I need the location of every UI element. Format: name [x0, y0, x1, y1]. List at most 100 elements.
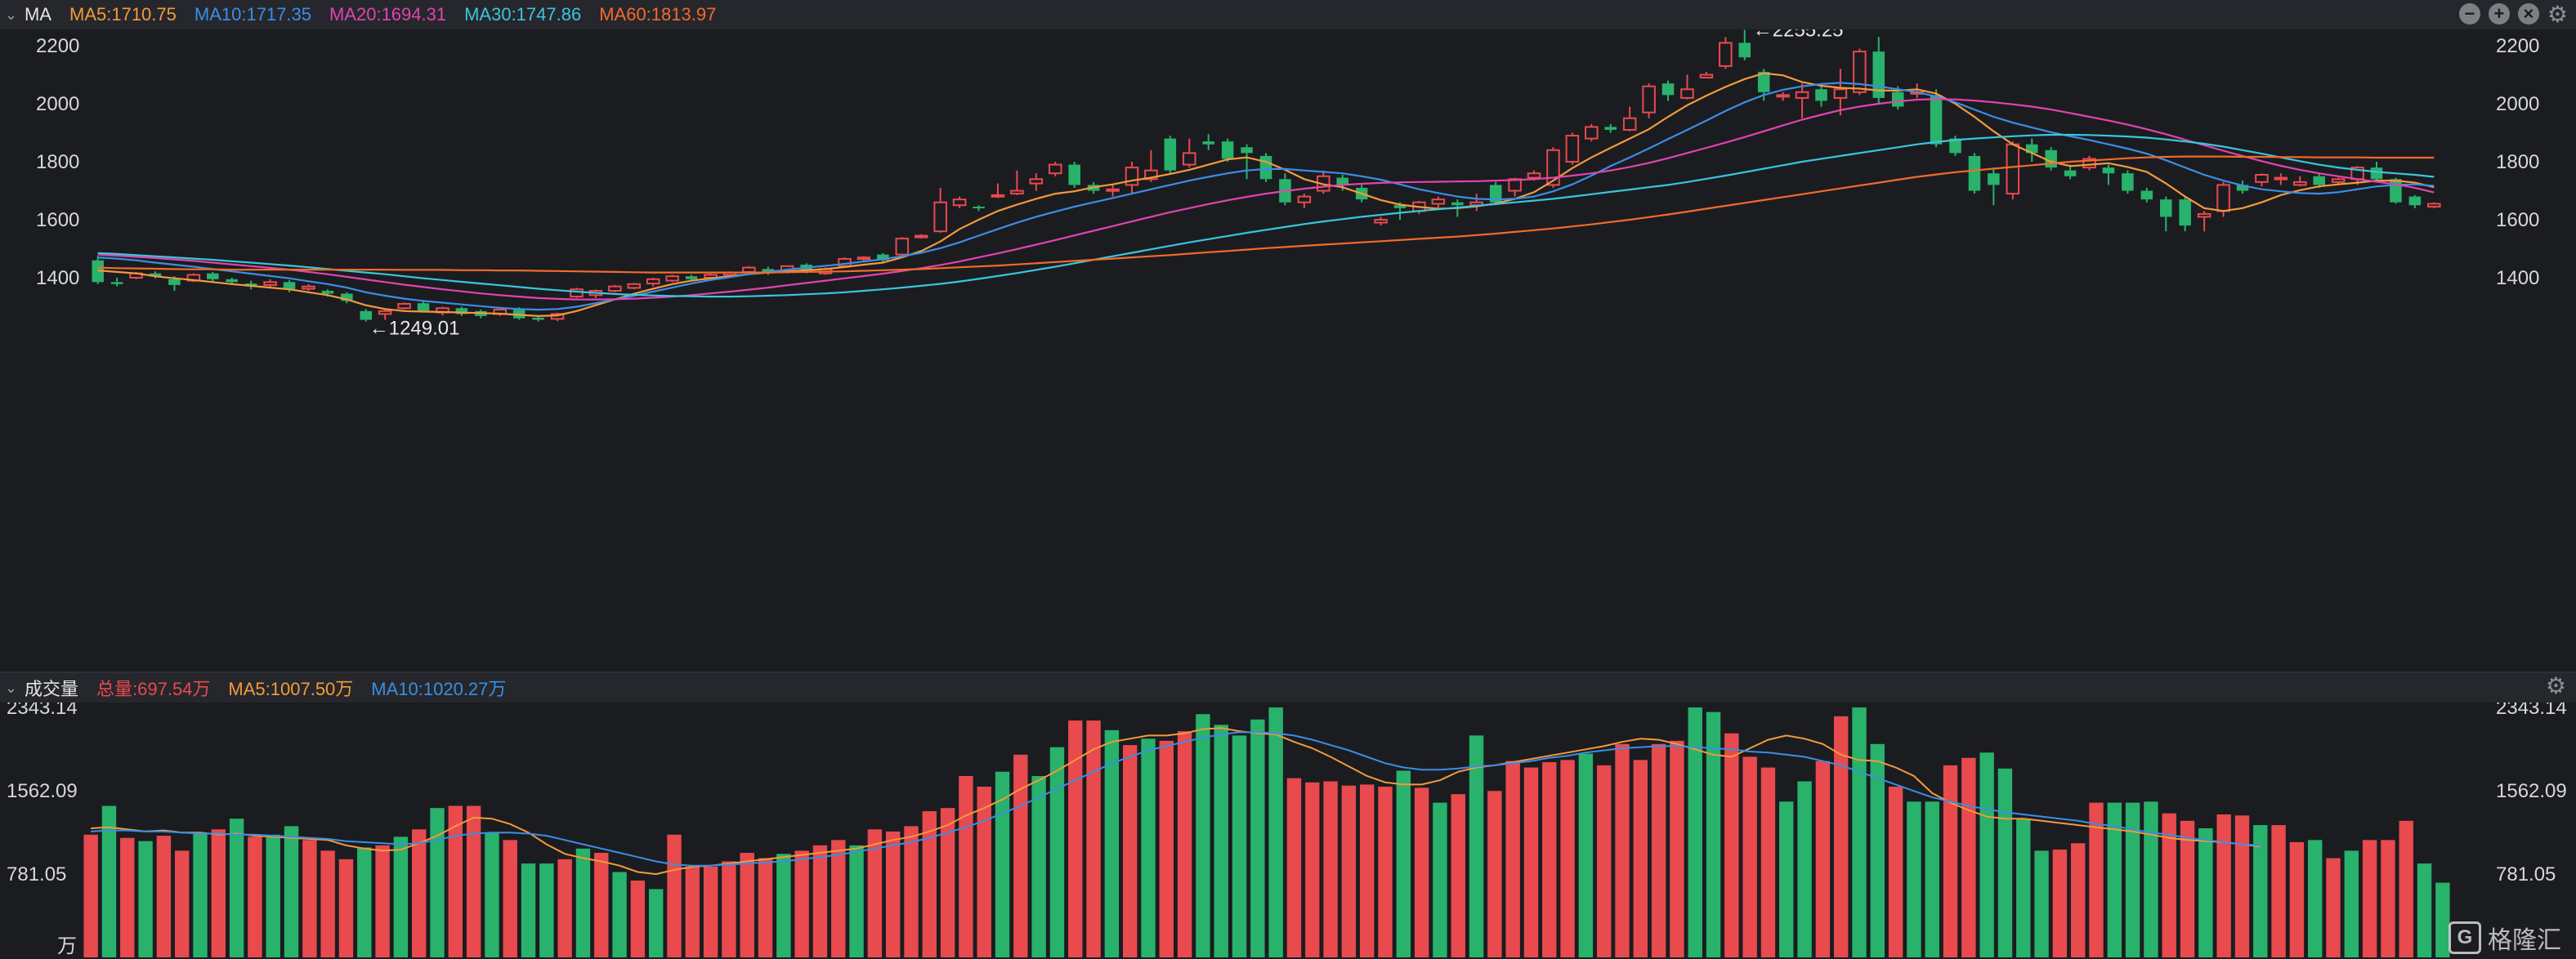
- volume-bar: [120, 837, 135, 957]
- volume-bar: [1560, 760, 1575, 957]
- candle: [1317, 170, 1330, 194]
- volume-bar: [1159, 740, 1174, 957]
- low-annotation: ←1249.01: [369, 318, 460, 340]
- volume-bar: [211, 829, 226, 957]
- volume-bar: [959, 775, 973, 957]
- volume-ma-line-ma10: [91, 731, 2261, 867]
- y-tick-left: 1600: [36, 209, 79, 231]
- candle: [2140, 187, 2153, 203]
- candle-body: [1202, 141, 1214, 145]
- volume-bar: [1323, 781, 1338, 957]
- y-tick-right: 1800: [2496, 151, 2539, 173]
- candle: [263, 279, 277, 288]
- candle-body: [2390, 179, 2402, 203]
- candle-body: [1699, 74, 1714, 79]
- volume-bar: [320, 850, 335, 957]
- minus-icon[interactable]: −: [2458, 3, 2480, 25]
- volume-bar: [1268, 707, 1283, 957]
- candle-body: [933, 201, 947, 233]
- candle: [1622, 106, 1637, 132]
- candle: [2197, 211, 2212, 232]
- volume-bar: [138, 841, 153, 957]
- candle: [2159, 196, 2172, 232]
- chevron-down-icon[interactable]: ⌄: [5, 6, 18, 23]
- ma-line-ma30: [97, 133, 2435, 298]
- close-icon[interactable]: ×: [2517, 3, 2539, 25]
- y-tick-left: 2200: [36, 35, 79, 57]
- candle: [2236, 181, 2249, 194]
- volume-bar: [101, 805, 117, 957]
- candle: [1068, 162, 1080, 188]
- y-tick-right: 1400: [2496, 267, 2539, 289]
- y-tick-left: 2000: [36, 93, 79, 115]
- y-tick-right: 1600: [2496, 209, 2539, 231]
- volume-bar: [2289, 841, 2305, 957]
- volume-bar: [2125, 802, 2140, 957]
- candle-body: [532, 317, 544, 320]
- volume-bar: [302, 840, 317, 957]
- candle: [2179, 196, 2191, 232]
- volume-bar: [430, 808, 445, 957]
- volume-tick-right: 781.05: [2496, 863, 2556, 885]
- volume-bar: [284, 826, 299, 957]
- candle-body: [1968, 155, 1981, 191]
- candle: [877, 252, 889, 262]
- volume-tick-right: 2343.14: [2496, 703, 2567, 719]
- candle-body: [1259, 155, 1272, 180]
- y-tick-right: 2200: [2496, 35, 2539, 57]
- volume-bar: [2052, 850, 2068, 957]
- volume-bar: [1542, 762, 1557, 957]
- candle-body: [1604, 127, 1617, 130]
- candle-body: [1680, 88, 1694, 99]
- volume-bar: [831, 840, 846, 957]
- volume-bar: [1961, 757, 1976, 957]
- candle: [2082, 155, 2096, 171]
- volume-bar: [1505, 761, 1520, 957]
- volume-bar: [922, 811, 937, 957]
- gear-icon[interactable]: ⚙: [2547, 2, 2568, 27]
- candle-body: [2427, 203, 2441, 208]
- candle: [1489, 181, 1502, 206]
- candle-body: [1010, 190, 1024, 195]
- watermark-text: 格隆汇: [2488, 927, 2561, 954]
- volume-bar: [2417, 863, 2432, 957]
- volume-bar: [1997, 768, 2013, 957]
- candle: [2025, 138, 2038, 162]
- candle-body: [2045, 149, 2057, 168]
- y-tick-right: 2000: [2496, 93, 2539, 115]
- candle: [1565, 132, 1580, 165]
- candle: [1144, 149, 1158, 182]
- volume-bar: [758, 858, 773, 957]
- volume-bar: [740, 853, 754, 957]
- candle-body: [1833, 88, 1848, 99]
- candle-body: [2064, 170, 2077, 176]
- volume-bar: [1214, 725, 1228, 957]
- candle: [608, 284, 622, 292]
- volume-bar: [1742, 756, 1757, 957]
- candle-body: [110, 282, 123, 284]
- candle-body: [895, 238, 910, 256]
- candle: [914, 234, 928, 239]
- volume-tick-left: 2343.14: [7, 703, 78, 719]
- ma60-value: MA60:1813.97: [599, 4, 717, 25]
- volume-chart[interactable]: 2343.14 2343.14 1562.09 1562.09 781.05 781.05…: [0, 703, 2576, 959]
- plus-icon[interactable]: +: [2488, 3, 2510, 25]
- volume-ma5: MA5:1007.50万: [228, 679, 354, 699]
- candle: [1680, 74, 1694, 100]
- volume-bar: [503, 840, 517, 957]
- candle-body: [2274, 176, 2288, 181]
- volume-indicator-name[interactable]: 成交量: [25, 679, 79, 699]
- volume-bar: [1177, 731, 1192, 957]
- ma10-value: MA10:1717.35: [194, 4, 311, 25]
- chevron-down-icon[interactable]: ⌄: [5, 679, 18, 696]
- candle-body: [1106, 188, 1120, 192]
- gear-icon[interactable]: ⚙: [2545, 673, 2566, 698]
- candle-body: [1930, 95, 1943, 145]
- indicator-name[interactable]: MA: [25, 4, 51, 25]
- candle: [952, 196, 967, 208]
- candle-body: [914, 234, 928, 239]
- y-tick-left: 1400: [36, 267, 79, 289]
- candle: [1738, 29, 1751, 60]
- candlestick-chart[interactable]: 2200 2200 2000 2000 1800 1800 1600 1600 1400 1400…: [0, 29, 2576, 671]
- candle-body: [1241, 147, 1253, 154]
